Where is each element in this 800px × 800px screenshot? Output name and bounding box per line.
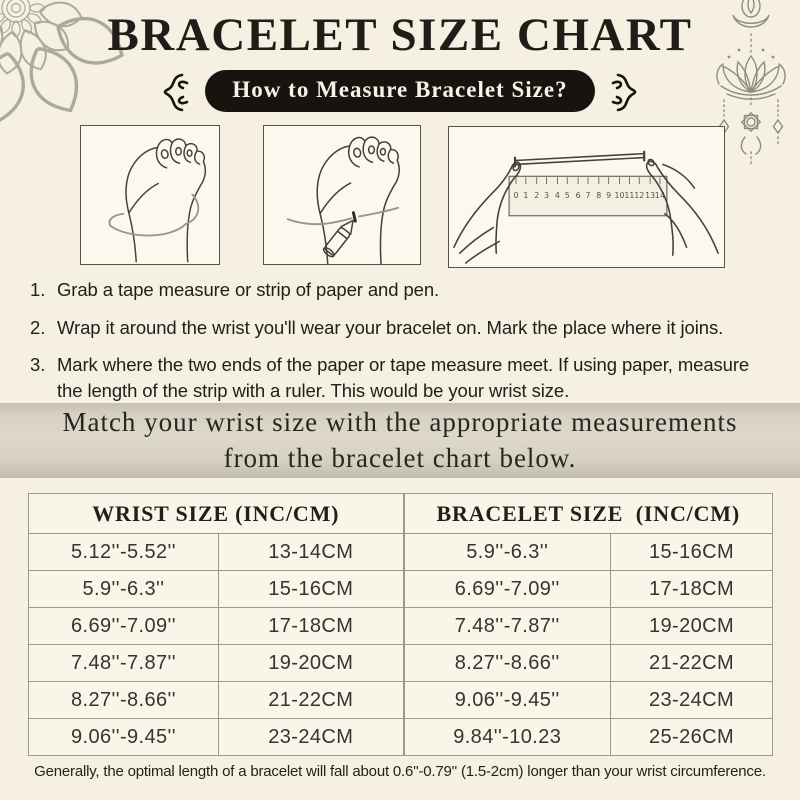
size-cell: 17-18CM: [218, 607, 405, 645]
size-cell: 19-20CM: [610, 607, 773, 645]
size-cell: 9.06''-9.45'': [28, 718, 219, 756]
table-row: 9.06''-9.45'' 23-24CM 9.84''-10.23 25-26…: [28, 718, 773, 756]
size-cell: 23-24CM: [610, 681, 773, 719]
hand-with-string-drawing: [108, 138, 207, 263]
size-cell: 23-24CM: [218, 718, 405, 756]
step-text: Mark where the two ends of the paper or …: [57, 354, 750, 401]
table-row: 8.27''-8.66'' 21-22CM 9.06''-9.45'' 23-2…: [28, 681, 773, 719]
size-cell: 15-16CM: [610, 533, 773, 571]
instruction-steps: 1. Grab a tape measure or strip of paper…: [30, 277, 772, 415]
svg-text:7: 7: [585, 191, 590, 200]
table-row: 6.69''-7.09'' 17-18CM 7.48''-7.87'' 19-2…: [28, 607, 773, 645]
svg-text:11: 11: [624, 191, 634, 200]
size-cell: 19-20CM: [218, 644, 405, 682]
size-cell: 7.48''-7.87'': [403, 607, 611, 645]
step-item-3: 3. Mark where the two ends of the paper …: [30, 352, 772, 403]
footer-note: Generally, the optimal length of a brace…: [34, 763, 766, 780]
svg-text:8: 8: [596, 191, 601, 200]
svg-text:3: 3: [544, 191, 549, 200]
page-title: BRACELET SIZE CHART: [107, 9, 693, 61]
table-row: 5.9''-6.3'' 15-16CM 6.69''-7.09'' 17-18C…: [28, 570, 773, 608]
table-header-row: WRIST SIZE (INC/CM) BRACELET SIZE (INC/C…: [28, 493, 773, 534]
size-cell: 5.9''-6.3'': [403, 533, 611, 571]
size-cell: 13-14CM: [218, 533, 405, 571]
svg-text:10: 10: [615, 191, 625, 200]
step-text: Grab a tape measure or strip of paper an…: [57, 279, 440, 300]
bracelet-size-header: BRACELET SIZE (INC/CM): [403, 493, 773, 534]
svg-text:9: 9: [606, 191, 611, 200]
size-cell: 5.12''-5.52'': [28, 533, 219, 571]
size-cell: 21-22CM: [218, 681, 405, 719]
how-to-measure-row: How to Measure Bracelet Size?: [0, 68, 800, 114]
mandala-flower-icon: [0, 0, 130, 128]
how-to-measure-button[interactable]: How to Measure Bracelet Size?: [205, 70, 595, 112]
step-number: 2.: [30, 316, 46, 338]
step-item-1: 1. Grab a tape measure or strip of paper…: [30, 277, 772, 303]
instruction-banner: Match your wrist size with the appropria…: [0, 403, 800, 478]
svg-text:12: 12: [634, 191, 644, 200]
ruler-numbers: 0 1 2 3 4 5 6 7 8 9 10 11 12 13 14: [513, 191, 664, 200]
size-cell: 6.69''-7.09'': [403, 570, 611, 608]
size-cell: 5.9''-6.3'': [28, 570, 219, 608]
wrist-size-header: WRIST SIZE (INC/CM): [28, 493, 405, 534]
svg-text:1: 1: [523, 191, 528, 200]
svg-text:5: 5: [565, 191, 570, 200]
flourish-right-icon: [611, 73, 636, 112]
size-cell: 15-16CM: [218, 570, 405, 608]
svg-text:6: 6: [576, 191, 581, 200]
size-cell: 7.48''-7.87'': [28, 644, 219, 682]
svg-text:14: 14: [655, 191, 665, 200]
svg-text:2: 2: [534, 191, 539, 200]
svg-text:13: 13: [645, 191, 655, 200]
size-cell: 9.06''-9.45'': [403, 681, 611, 719]
table-row: 5.12''-5.52'' 13-14CM 5.9''-6.3'' 15-16C…: [28, 533, 773, 571]
size-cell: 8.27''-8.66'': [403, 644, 611, 682]
banner-line-1: Match your wrist size with the appropria…: [62, 407, 738, 438]
step-number: 3.: [30, 354, 46, 376]
size-cell: 17-18CM: [610, 570, 773, 608]
step-item-2: 2. Wrap it around the wrist you'll wear …: [30, 315, 772, 341]
table-row: 7.48''-7.87'' 19-20CM 8.27''-8.66'' 21-2…: [28, 644, 773, 682]
hands-with-ruler-drawing: 0 1 2 3 4 5 6 7 8 9 10 11 12 13 14: [453, 150, 719, 264]
size-chart-table: WRIST SIZE (INC/CM) BRACELET SIZE (INC/C…: [28, 493, 773, 756]
size-cell: 25-26CM: [610, 718, 773, 756]
hand-with-pen-drawing: [286, 136, 400, 264]
step-text: Wrap it around the wrist you'll wear you…: [57, 316, 724, 338]
size-cell: 6.69''-7.09'': [28, 607, 219, 645]
svg-text:4: 4: [555, 191, 560, 200]
svg-text:0: 0: [513, 191, 518, 200]
step-number: 1.: [30, 279, 46, 300]
size-cell: 8.27''-8.66'': [28, 681, 219, 719]
flourish-left-icon: [164, 73, 189, 112]
illustration-mark-wrist: [263, 125, 421, 265]
illustration-wrap-wrist: [80, 125, 220, 265]
size-cell: 21-22CM: [610, 644, 773, 682]
illustration-measure-ruler: 0 1 2 3 4 5 6 7 8 9 10 11 12 13 14: [448, 126, 725, 268]
banner-line-2: from the bracelet chart below.: [223, 442, 577, 473]
size-cell: 9.84''-10.23: [403, 718, 611, 756]
